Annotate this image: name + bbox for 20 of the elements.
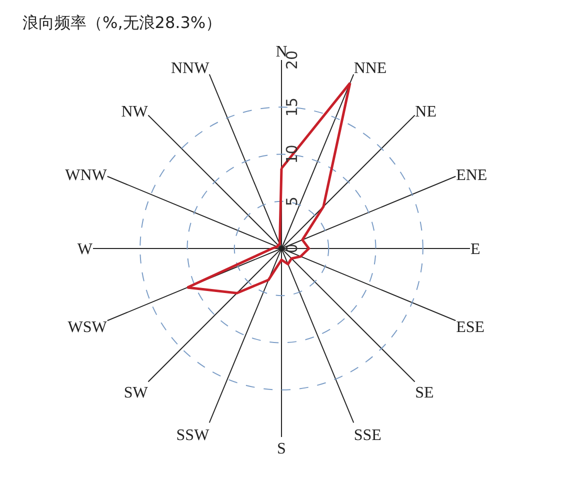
spoke-label: NNW	[170, 60, 210, 78]
spoke-label: WNW	[65, 167, 108, 184]
spoke-label: SE	[415, 384, 434, 402]
spoke-label: WSW	[68, 319, 108, 336]
chart-title: 浪向频率（%,无浪28.3%）	[22, 12, 222, 32]
y-tick-label: 5	[283, 196, 301, 206]
spoke-label: E	[470, 241, 480, 258]
y-tick-label: 10	[283, 144, 301, 164]
spoke-label: NE	[415, 104, 436, 121]
spoke-label: W	[77, 241, 94, 258]
spoke-label: NNE	[354, 60, 387, 78]
spoke-label: ESE	[456, 319, 485, 336]
spoke-label: NW	[121, 104, 149, 121]
spoke-label: S	[277, 440, 286, 458]
spoke-label: SSW	[176, 427, 210, 444]
y-tick-label: 0	[283, 244, 301, 254]
y-tick-label: 15	[283, 98, 301, 117]
spoke-label: SSE	[354, 427, 382, 444]
spoke-label: SW	[124, 384, 149, 402]
spoke-label: ENE	[456, 167, 488, 184]
